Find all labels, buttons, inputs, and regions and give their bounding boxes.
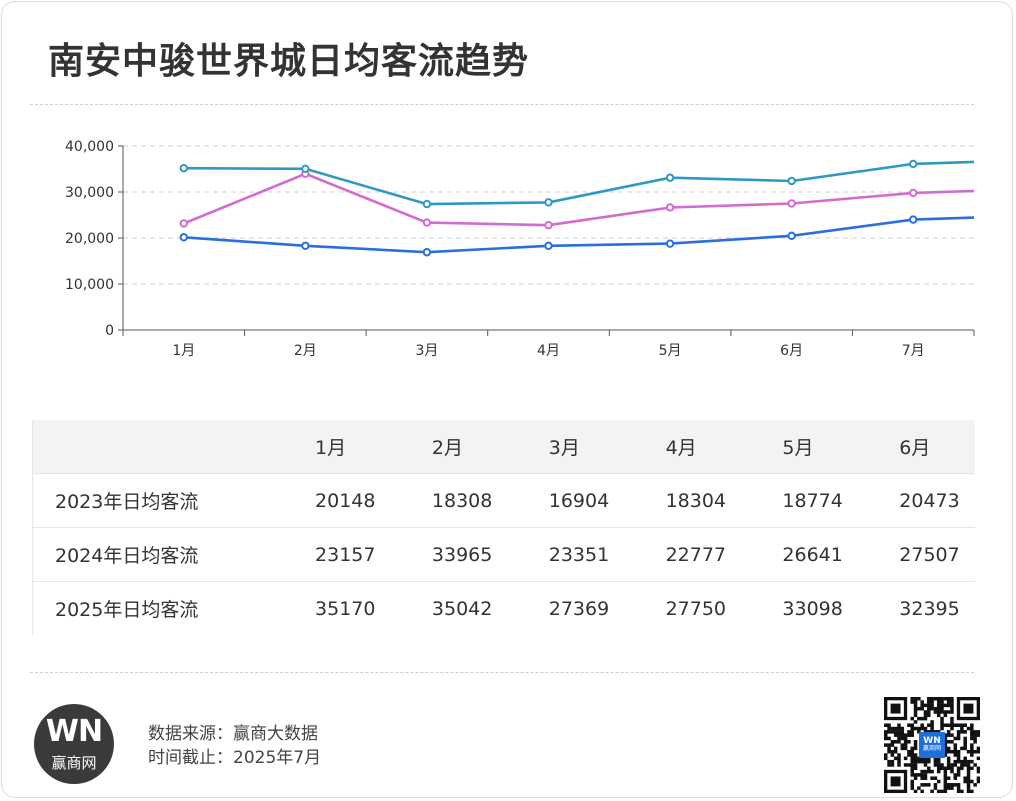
x-tick-label: 4月 (537, 343, 560, 359)
row-label: 2023年日均客流 (33, 473, 316, 528)
table-cell: 23351 (548, 527, 666, 582)
table-cell: 18308 (431, 473, 549, 528)
header-divider (30, 104, 974, 105)
table-header-cell: 6月 (899, 420, 975, 474)
y-tick-label: 10,000 (65, 277, 114, 293)
source-info: 数据来源：赢商大数据 时间截止：2025年7月 (148, 722, 321, 770)
table-header-cell: 2月 (431, 420, 549, 474)
data-point (179, 164, 188, 173)
series-line (183, 160, 975, 206)
data-source: 数据来源：赢商大数据 (148, 724, 318, 744)
table-row: 2024年日均客流 23157 33965 23351 22777 26641 27507 (33, 527, 975, 582)
x-tick-label: 1月 (172, 343, 195, 359)
table-cell: 27750 (665, 581, 783, 635)
table-header-cell: 1月 (315, 420, 432, 474)
page-title: 南安中骏世界城日均客流趋势 (48, 41, 530, 82)
data-point (909, 188, 918, 198)
table-cell: 35042 (431, 581, 549, 635)
table-cell: 33098 (782, 581, 900, 635)
series-line (183, 216, 975, 254)
data-point (787, 176, 796, 186)
data-point (665, 173, 675, 182)
x-tick-label: 2月 (294, 343, 317, 359)
data-point (544, 198, 553, 207)
qr-badge-mark: WN (923, 736, 940, 746)
data-point (544, 241, 553, 251)
table-cell: 20148 (315, 473, 432, 528)
data-point (422, 218, 432, 227)
series-line (183, 172, 975, 227)
table-cell: 27369 (548, 581, 666, 635)
table-row: 2025年日均客流 35170 35042 27369 27750 33098 32395 (33, 581, 975, 635)
table-cell: 32395 (899, 581, 975, 635)
qr-badge-text: 赢商网 (923, 744, 941, 752)
table-cell: 33965 (431, 527, 549, 582)
table-cell: 27507 (899, 527, 975, 582)
table-header-cell: 4月 (665, 420, 783, 474)
data-point (909, 159, 918, 169)
y-tick-label: 40,000 (65, 139, 114, 155)
data-point (787, 231, 796, 241)
data-point (179, 233, 188, 242)
data-point (301, 164, 310, 174)
y-tick-label: 0 (105, 323, 114, 339)
data-point (544, 221, 553, 230)
data-point (179, 219, 188, 228)
data-point (665, 239, 675, 248)
table-cell: 16904 (548, 473, 666, 528)
x-tick-label: 3月 (415, 343, 438, 359)
x-tick-label: 7月 (902, 343, 925, 359)
logo-text: 赢商网 (51, 754, 97, 772)
line-chart: 0 10,000 20,000 30,000 40,000 1月 2月 3月 4月 5月 6月 7月 (65, 139, 975, 359)
table-header-cell: 3月 (548, 420, 666, 474)
data-point (787, 199, 796, 208)
table-cell: 20473 (899, 473, 975, 528)
table-cell: 18774 (782, 473, 900, 528)
row-label: 2025年日均客流 (33, 581, 316, 635)
data-cutoff-date: 时间截止：2025年7月 (148, 748, 322, 768)
data-point (909, 215, 918, 224)
table-cell: 22777 (665, 527, 783, 582)
table-header-corner (33, 420, 316, 474)
row-label: 2024年日均客流 (33, 527, 316, 582)
data-point (665, 203, 675, 212)
y-tick-label: 20,000 (65, 231, 114, 247)
table-cell: 23157 (315, 527, 432, 582)
x-tick-label: 6月 (780, 343, 803, 359)
table-cell: 35170 (315, 581, 432, 635)
data-point (422, 248, 432, 257)
footer-divider (30, 672, 974, 673)
table-row: 2023年日均客流 20148 18308 16904 18304 18774 20473 (33, 473, 975, 528)
logo-mark: WN (45, 714, 103, 749)
data-point (422, 199, 432, 209)
winshang-logo-icon: WN 赢商网 (34, 704, 114, 784)
table-cell: 26641 (782, 527, 900, 582)
y-tick-label: 30,000 (65, 185, 114, 201)
data-point (301, 241, 310, 250)
x-tick-label: 5月 (659, 343, 682, 359)
table-cell: 18304 (665, 473, 783, 528)
table-header-cell: 5月 (782, 420, 900, 474)
